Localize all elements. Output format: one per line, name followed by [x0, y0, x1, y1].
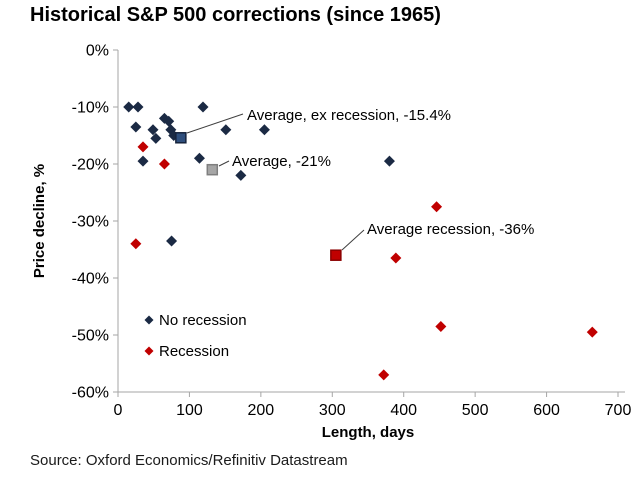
point-no-recession: [132, 101, 144, 113]
x-tick-label: 600: [533, 402, 560, 419]
point-no-recession: [137, 155, 149, 167]
annotation-leader-ex-recession: [186, 113, 244, 134]
point-no-recession: [220, 124, 232, 136]
y-tick-label: -10%: [72, 100, 109, 117]
point-no-recession: [166, 235, 178, 247]
point-recession: [378, 369, 390, 381]
x-tick-label: 700: [605, 402, 632, 419]
legend-recession-icon: [144, 346, 154, 356]
point-no-recession: [150, 132, 162, 144]
y-tick-label: -40%: [72, 271, 109, 288]
annotation-average: Average, -21%: [232, 153, 331, 170]
point-recession: [435, 320, 447, 332]
y-tick-label: -50%: [72, 328, 109, 345]
annotation-leader-recession: [341, 229, 365, 251]
point-recession: [158, 158, 170, 170]
data-points: [123, 101, 598, 381]
point-no-recession: [193, 152, 205, 164]
y-tick-label: 0%: [86, 43, 109, 60]
axes: 0% -10% -20% -30% -40% -50% -60% 0 100 200 300 400 5…: [72, 43, 632, 420]
legend-recession-label: Recession: [159, 343, 229, 360]
annotation-leader-average: [218, 160, 230, 167]
y-tick-label: -30%: [72, 214, 109, 231]
x-axis-title: Length, days: [322, 424, 415, 441]
point-no-recession: [123, 101, 135, 113]
point-recession: [137, 141, 149, 153]
x-tick-label: 500: [462, 402, 489, 419]
legend-no-recession-icon: [144, 315, 154, 325]
point-no-recession: [147, 124, 159, 136]
point-no-recession: [163, 115, 175, 127]
legend-no-recession-label: No recession: [159, 312, 247, 329]
y-axis-title: Price decline, %: [31, 164, 48, 278]
average-marker-0: [175, 132, 187, 144]
point-recession: [586, 326, 598, 338]
x-tick-label: 400: [390, 402, 417, 419]
legend: No recession Recession: [144, 312, 247, 360]
point-no-recession: [258, 124, 270, 136]
point-no-recession: [235, 169, 247, 181]
annotation-average-recession: Average recession, -36%: [367, 221, 534, 238]
average-marker-1: [206, 163, 219, 176]
point-no-recession: [197, 101, 209, 113]
point-recession: [431, 201, 443, 213]
point-recession: [390, 252, 402, 264]
source-line: Source: Oxford Economics/Refinitiv Datas…: [30, 452, 348, 469]
point-no-recession: [130, 121, 142, 133]
y-tick-label: -20%: [72, 157, 109, 174]
x-tick-label: 0: [114, 402, 123, 419]
x-tick-label: 100: [176, 402, 203, 419]
chart-title: Historical S&P 500 corrections (since 19…: [30, 4, 441, 26]
x-tick-label: 200: [248, 402, 275, 419]
point-no-recession: [383, 155, 395, 167]
point-recession: [130, 238, 142, 250]
x-tick-label: 300: [319, 402, 346, 419]
y-tick-label: -60%: [72, 385, 109, 402]
annotation-average-ex-recession: Average, ex recession, -15.4%: [247, 107, 451, 124]
average-marker-2: [330, 249, 342, 261]
